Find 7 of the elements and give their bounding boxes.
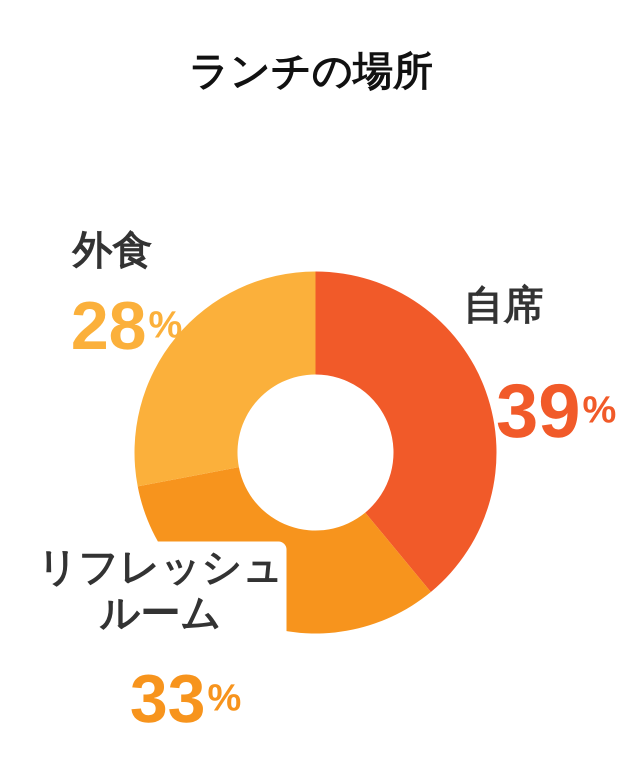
slice-label: 外食 <box>72 228 152 274</box>
data-label: 33% <box>130 661 242 737</box>
data-label: 39% <box>496 369 616 454</box>
slice-label: リフレッシュルーム <box>38 544 284 636</box>
slice-label: 自席 <box>464 282 544 328</box>
chart-title: ランチの場所 <box>189 48 433 94</box>
data-label: 28% <box>70 288 182 364</box>
